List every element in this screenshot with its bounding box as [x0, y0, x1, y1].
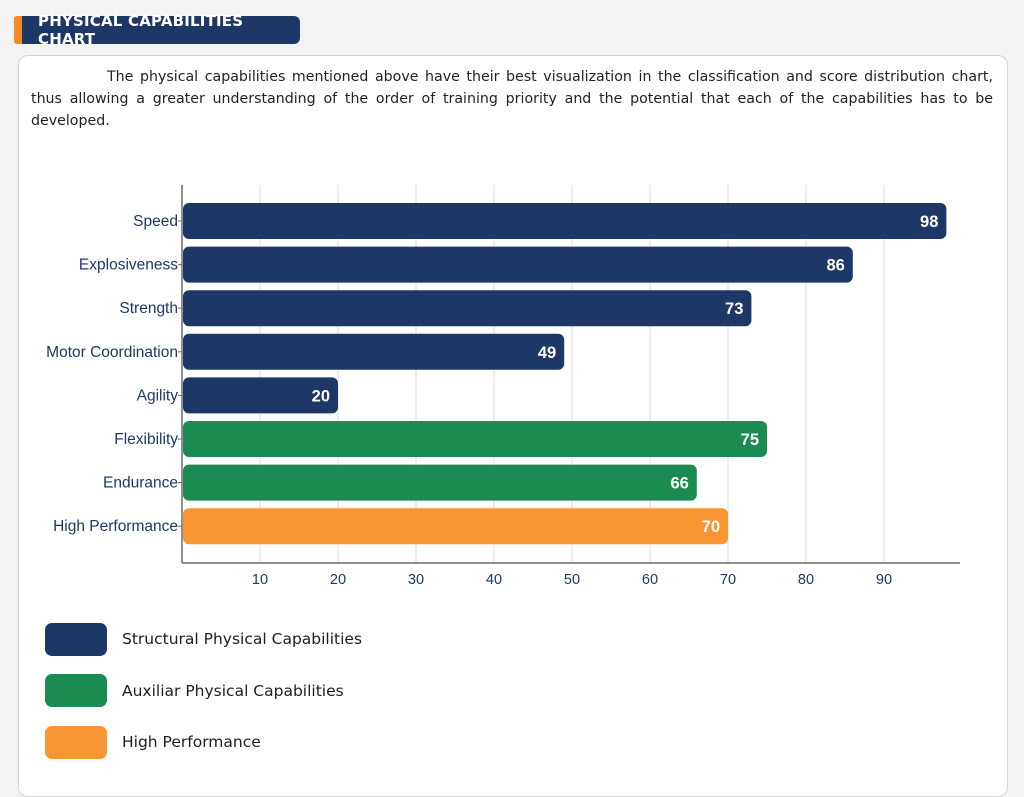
bar-value-label: 75 — [741, 431, 759, 449]
x-tick-label: 60 — [642, 572, 658, 588]
bar — [183, 203, 947, 239]
legend-label: Structural Physical Capabilities — [122, 630, 363, 648]
bar-chart: 10 20 30 40 50 60 70 80 90 Speed 98 Explosiveness 86… — [46, 185, 960, 588]
category-label: Speed — [133, 213, 178, 230]
category-label: Agility — [137, 387, 179, 404]
bar-value-label: 49 — [538, 344, 556, 362]
bar-value-label: 20 — [312, 387, 330, 405]
x-tick-label: 90 — [876, 572, 892, 588]
bar-value-label: 73 — [725, 300, 743, 318]
x-tick-label: 40 — [486, 572, 502, 588]
bar-value-label: 70 — [702, 518, 720, 536]
category-label: Explosiveness — [79, 257, 178, 274]
bar — [183, 377, 338, 414]
legend-item: Structural Physical Capabilities — [45, 622, 362, 656]
bar — [183, 421, 767, 457]
category-label: High Performance — [53, 518, 178, 535]
title-accent-bar — [14, 16, 22, 44]
chart-card: The physical capabilities mentioned abov… — [18, 55, 1008, 797]
legend-swatch — [45, 622, 107, 656]
bar — [183, 333, 565, 370]
legend-swatch — [45, 674, 107, 707]
bar — [183, 464, 697, 501]
x-tick-label: 20 — [330, 572, 346, 588]
x-tick-label: 80 — [798, 572, 814, 588]
bar — [183, 290, 752, 327]
bar-value-label: 66 — [670, 475, 688, 493]
legend-swatch — [45, 725, 107, 759]
x-tick-label: 10 — [252, 572, 268, 588]
chart-legend: Structural Physical Capabilities Auxiliar… — [45, 622, 362, 777]
category-label: Strength — [119, 300, 178, 317]
section-title: PHYSICAL CAPABILITIES CHART — [22, 12, 300, 48]
legend-item: High Performance — [45, 725, 362, 759]
category-label: Endurance — [103, 475, 178, 492]
bar — [183, 508, 728, 545]
x-tick-label: 50 — [564, 572, 580, 588]
legend-label: Auxiliar Physical Capabilities — [122, 681, 344, 700]
section-title-tab: PHYSICAL CAPABILITIES CHART — [14, 12, 300, 48]
x-tick-label: 30 — [408, 572, 424, 588]
legend-item: Auxiliar Physical Capabilities — [45, 674, 362, 708]
intro-paragraph: The physical capabilities mentioned abov… — [31, 69, 993, 129]
bar-value-label: 86 — [826, 257, 844, 275]
bar-value-label: 98 — [920, 213, 938, 231]
bar — [183, 246, 853, 283]
category-label: Motor Coordination — [46, 344, 178, 361]
legend-label: High Performance — [122, 733, 261, 751]
category-label: Flexibility — [114, 431, 178, 448]
x-tick-label: 70 — [720, 572, 736, 588]
